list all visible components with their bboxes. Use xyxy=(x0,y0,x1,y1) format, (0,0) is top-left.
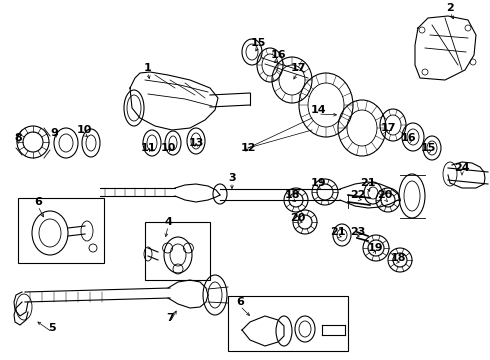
Text: 14: 14 xyxy=(310,105,326,115)
Text: 17: 17 xyxy=(380,123,396,133)
Text: 21: 21 xyxy=(360,178,376,188)
Bar xyxy=(228,296,348,351)
Text: 7: 7 xyxy=(166,313,174,323)
Text: 6: 6 xyxy=(34,197,42,207)
Text: 1: 1 xyxy=(144,63,152,73)
Text: 20: 20 xyxy=(377,190,392,200)
Text: 10: 10 xyxy=(160,143,176,153)
Text: 24: 24 xyxy=(454,163,470,173)
Text: 16: 16 xyxy=(270,50,286,60)
Text: 12: 12 xyxy=(240,143,256,153)
Text: 17: 17 xyxy=(290,63,306,73)
Text: 10: 10 xyxy=(76,125,92,135)
Text: 11: 11 xyxy=(140,143,156,153)
Text: 22: 22 xyxy=(350,190,366,200)
Text: 23: 23 xyxy=(350,227,366,237)
Text: 8: 8 xyxy=(14,133,22,143)
Text: 4: 4 xyxy=(164,217,172,227)
Text: 15: 15 xyxy=(250,38,266,48)
Text: 6: 6 xyxy=(236,297,244,307)
Text: 21: 21 xyxy=(330,227,346,237)
Text: 18: 18 xyxy=(390,253,406,263)
Text: 3: 3 xyxy=(228,173,236,183)
Text: 19: 19 xyxy=(367,243,383,253)
Bar xyxy=(18,198,104,263)
Text: 15: 15 xyxy=(420,143,436,153)
Text: 13: 13 xyxy=(188,138,204,148)
Text: 16: 16 xyxy=(400,133,416,143)
Text: 5: 5 xyxy=(48,323,56,333)
Text: 9: 9 xyxy=(50,128,58,138)
Text: 20: 20 xyxy=(290,213,306,223)
Text: 2: 2 xyxy=(446,3,454,13)
Bar xyxy=(145,222,210,280)
Text: 18: 18 xyxy=(284,190,300,200)
Text: 19: 19 xyxy=(310,178,326,188)
